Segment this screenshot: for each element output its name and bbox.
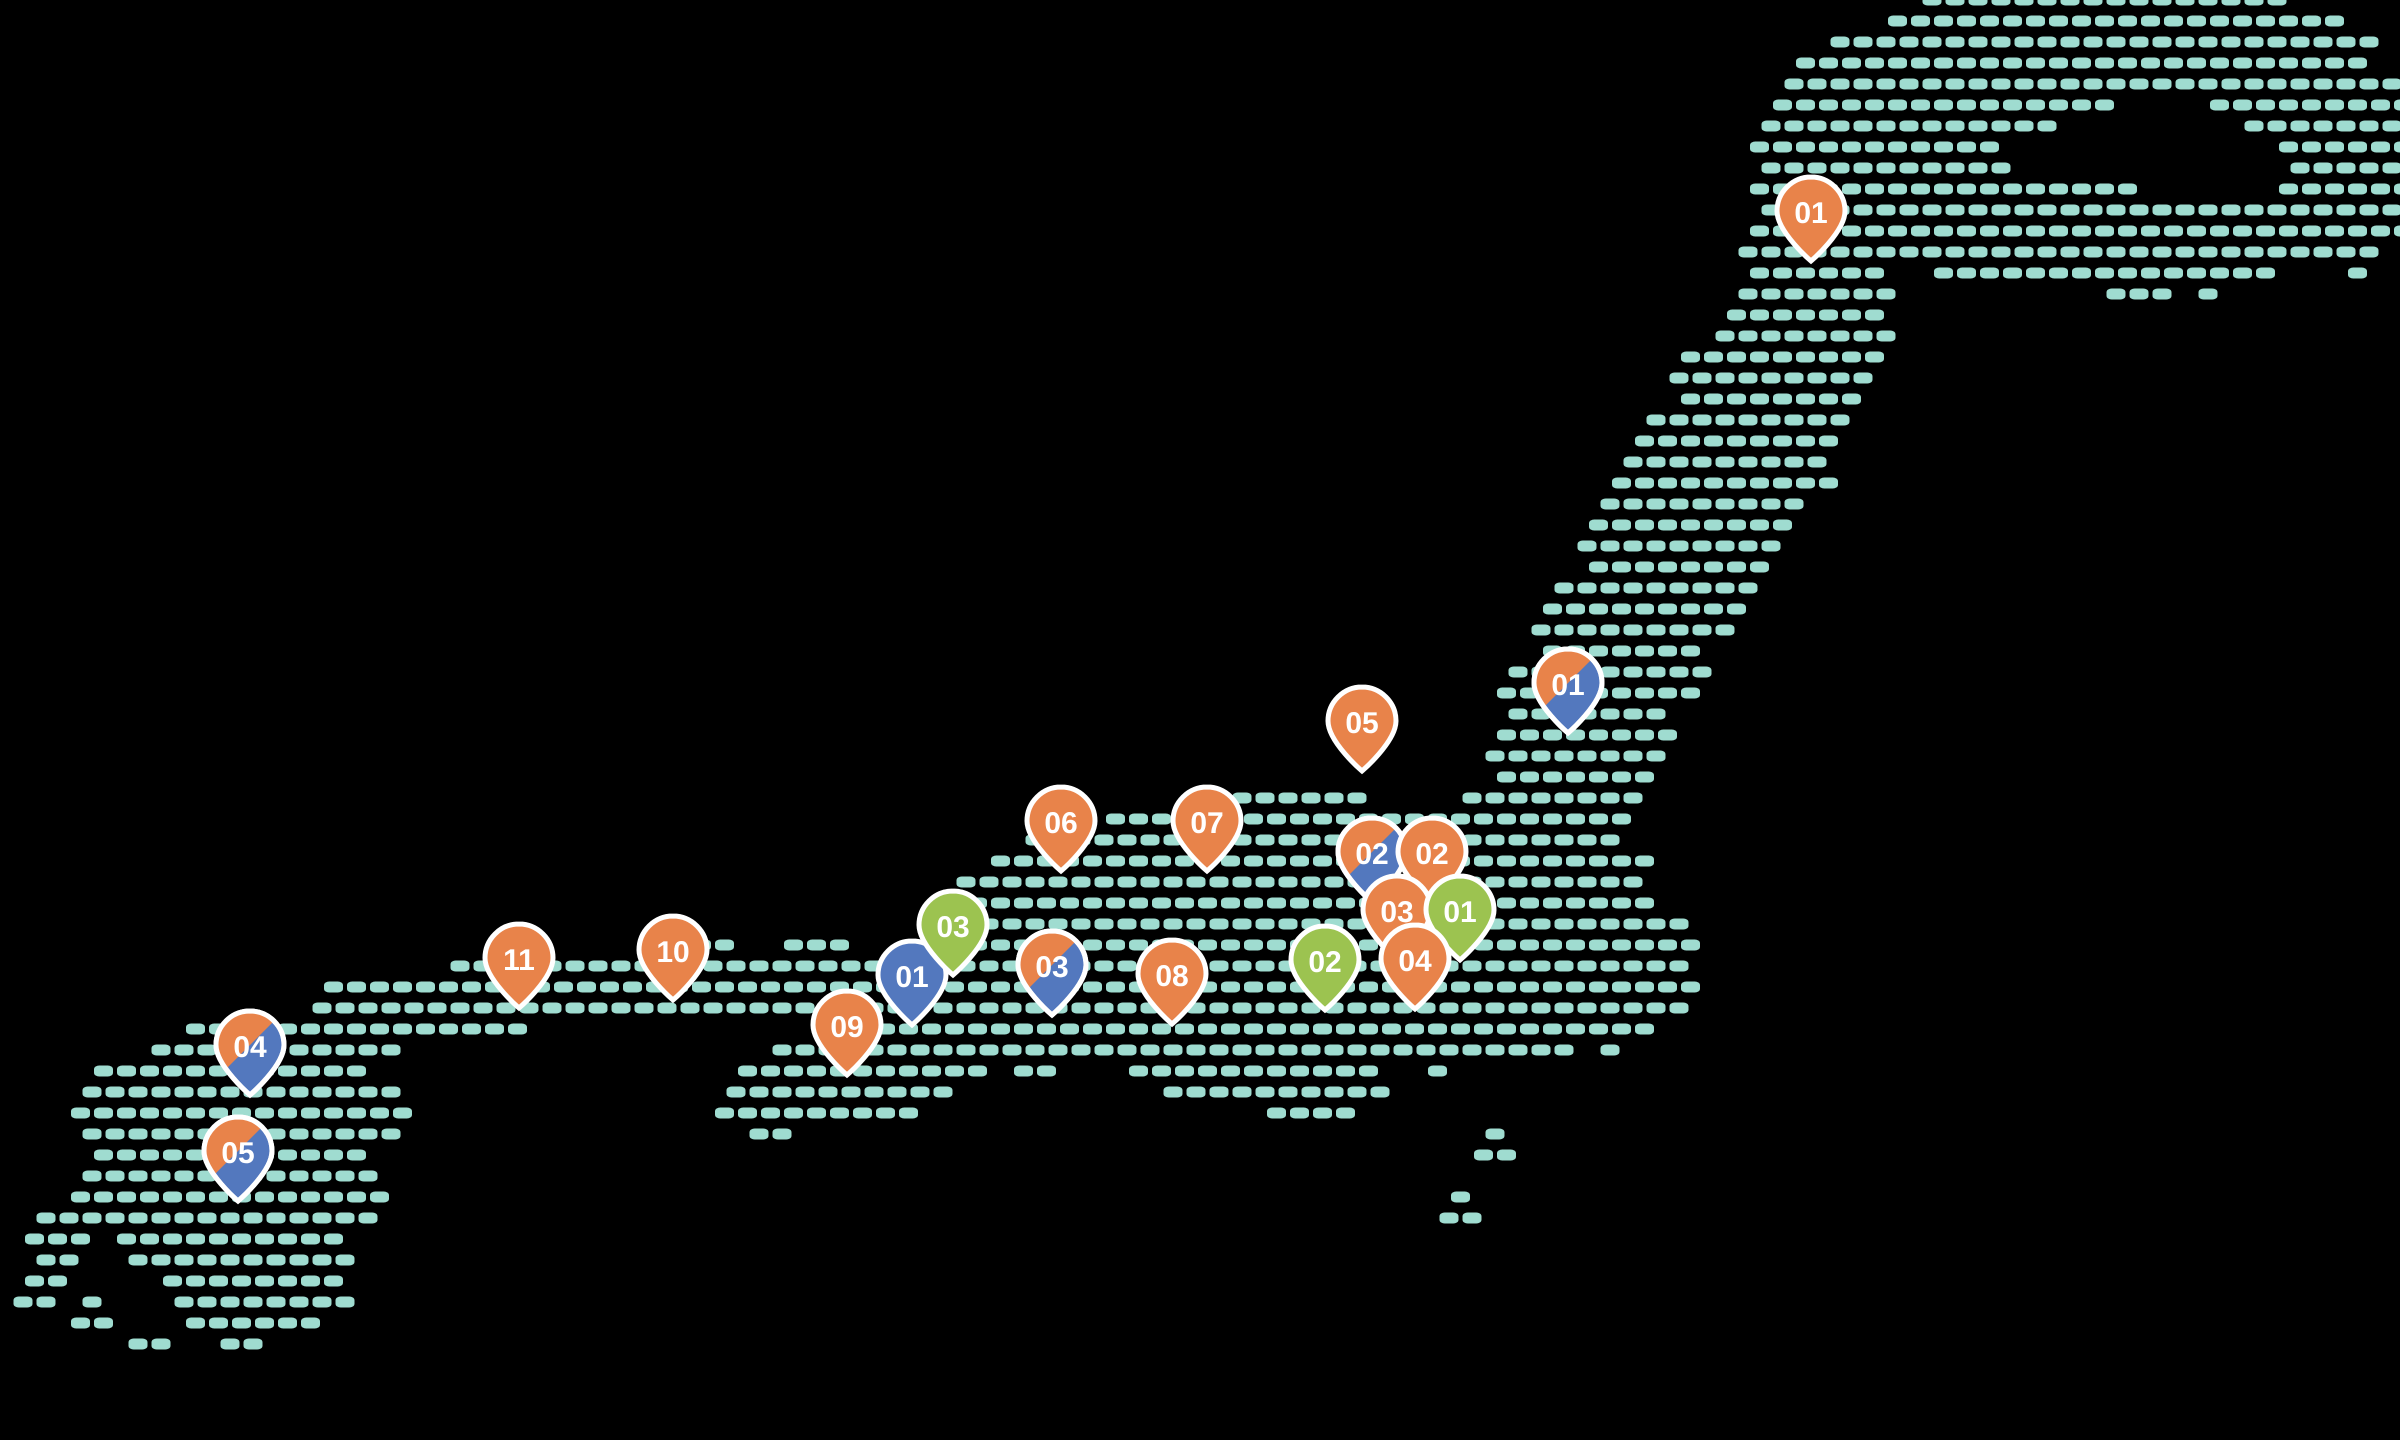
svg-text:02: 02 <box>1415 838 1448 871</box>
svg-text:01: 01 <box>895 961 928 994</box>
svg-text:01: 01 <box>1443 896 1476 929</box>
svg-text:04: 04 <box>1398 945 1432 978</box>
svg-text:07: 07 <box>1190 807 1223 840</box>
svg-text:08: 08 <box>1155 960 1188 993</box>
svg-text:05: 05 <box>1345 707 1378 740</box>
svg-text:04: 04 <box>233 1031 267 1064</box>
svg-text:01: 01 <box>1794 197 1827 230</box>
svg-text:05: 05 <box>221 1137 254 1170</box>
svg-text:02: 02 <box>1355 838 1388 871</box>
svg-text:10: 10 <box>656 936 689 969</box>
svg-text:01: 01 <box>1551 669 1584 702</box>
svg-text:03: 03 <box>936 911 969 944</box>
svg-text:09: 09 <box>830 1011 863 1044</box>
svg-text:02: 02 <box>1308 946 1341 979</box>
svg-text:11: 11 <box>503 944 535 977</box>
svg-text:03: 03 <box>1035 951 1068 984</box>
svg-text:06: 06 <box>1044 807 1077 840</box>
